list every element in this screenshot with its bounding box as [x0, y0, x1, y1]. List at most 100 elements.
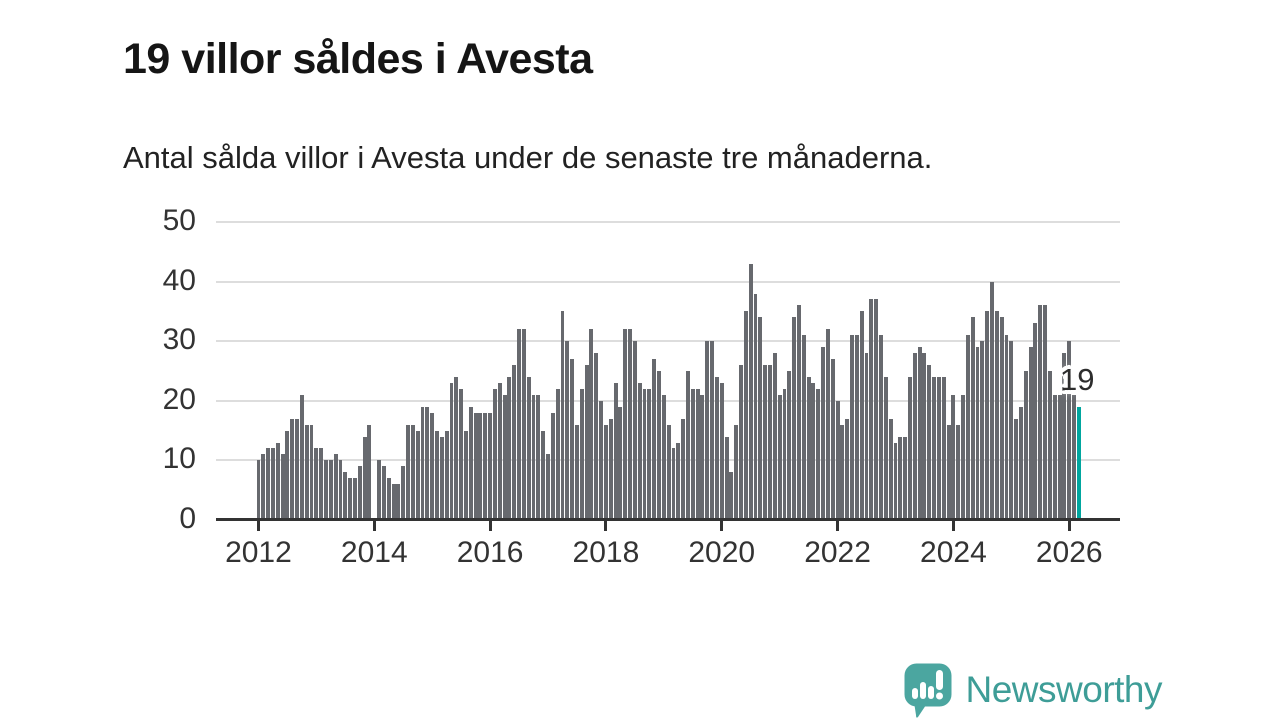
- bar: [435, 430, 439, 520]
- bar: [546, 454, 550, 520]
- bar: [613, 382, 618, 520]
- y-axis-tick-label: 50: [162, 204, 196, 237]
- bar: [381, 466, 386, 520]
- bar: [406, 424, 410, 520]
- bar: [980, 341, 985, 520]
- bar: [454, 376, 459, 520]
- last-value-label: 19: [1060, 362, 1095, 397]
- bar: [420, 406, 425, 520]
- bar: [647, 388, 652, 520]
- bar: [338, 460, 343, 520]
- x-axis-tick-label: 2026: [1035, 536, 1103, 569]
- bar: [628, 329, 632, 520]
- page-title: 19 villor såldes i Avesta: [123, 34, 593, 83]
- bar: [816, 388, 821, 520]
- bar: [763, 365, 768, 520]
- y-axis-tick-label: 30: [162, 323, 196, 357]
- bar: [555, 388, 560, 520]
- bar: [1009, 341, 1014, 520]
- bar: [579, 388, 584, 520]
- bar: [536, 394, 541, 520]
- bar: [256, 460, 261, 520]
- bar: [748, 263, 753, 520]
- newsworthy-speech-bubble-bar-chart-icon: [903, 662, 955, 718]
- bar: [396, 484, 401, 520]
- bar: [478, 412, 483, 520]
- bar: [266, 448, 271, 520]
- bar: [285, 430, 290, 520]
- x-axis-line: [216, 517, 1120, 521]
- bar: [777, 394, 782, 520]
- bar: [801, 335, 806, 520]
- bar: [512, 365, 517, 520]
- bar: [401, 466, 406, 520]
- y-gridline: [216, 280, 1120, 283]
- bar: [695, 388, 700, 520]
- bar: [599, 400, 604, 520]
- bar: [652, 359, 657, 520]
- x-axis-tick-label: 2022: [804, 536, 871, 569]
- bar: [869, 299, 874, 520]
- bar: [1052, 394, 1057, 520]
- bar: [772, 353, 777, 520]
- bar: [724, 436, 729, 520]
- bar: [492, 388, 497, 520]
- bar: [295, 418, 299, 520]
- bar: [1023, 371, 1028, 520]
- bar: [589, 329, 594, 520]
- bar: [710, 341, 715, 520]
- x-axis-tick: [1067, 520, 1071, 531]
- bar: [377, 460, 382, 520]
- bar: [681, 418, 686, 520]
- bar: [888, 418, 893, 520]
- bar: [324, 460, 328, 520]
- bar: [328, 460, 333, 520]
- bar: [618, 406, 623, 520]
- y-axis-tick-label: 0: [179, 502, 196, 535]
- bar: [946, 424, 951, 520]
- bar: [753, 293, 758, 520]
- bar: [483, 412, 488, 520]
- bar: [936, 376, 941, 520]
- bar: [705, 341, 710, 520]
- bar: [343, 472, 348, 520]
- bar: [1057, 394, 1062, 520]
- bar: [362, 436, 367, 520]
- bar: [864, 353, 869, 520]
- bar: [768, 365, 772, 520]
- bar: [526, 376, 531, 520]
- bar: [912, 353, 917, 520]
- bar: [825, 329, 830, 520]
- bar: [415, 430, 420, 520]
- bar: [430, 412, 435, 520]
- bar: [975, 347, 980, 520]
- bar: [1043, 305, 1048, 520]
- x-axis-tick-label: 2018: [572, 536, 640, 569]
- bar: [353, 478, 357, 520]
- bar: [1014, 418, 1019, 520]
- bar: [985, 311, 990, 520]
- bar: [1019, 406, 1023, 520]
- bar: [632, 341, 637, 520]
- x-axis-tick-label: 2024: [920, 536, 987, 569]
- bar: [1028, 347, 1033, 520]
- bar: [874, 299, 879, 520]
- bar: [464, 430, 468, 520]
- bar: [908, 376, 912, 520]
- bar: [468, 406, 473, 520]
- bar: [1047, 371, 1052, 520]
- bar: [502, 394, 507, 520]
- bar: [883, 376, 888, 520]
- bar: [517, 329, 521, 520]
- bar: [898, 436, 903, 520]
- bar: [444, 430, 449, 520]
- x-axis-tick-label: 2016: [456, 536, 524, 569]
- bar: [642, 388, 647, 520]
- bar: [1038, 305, 1043, 520]
- bar: [594, 353, 599, 520]
- bar: [840, 424, 845, 520]
- bar: [990, 281, 994, 520]
- bar: [854, 335, 859, 520]
